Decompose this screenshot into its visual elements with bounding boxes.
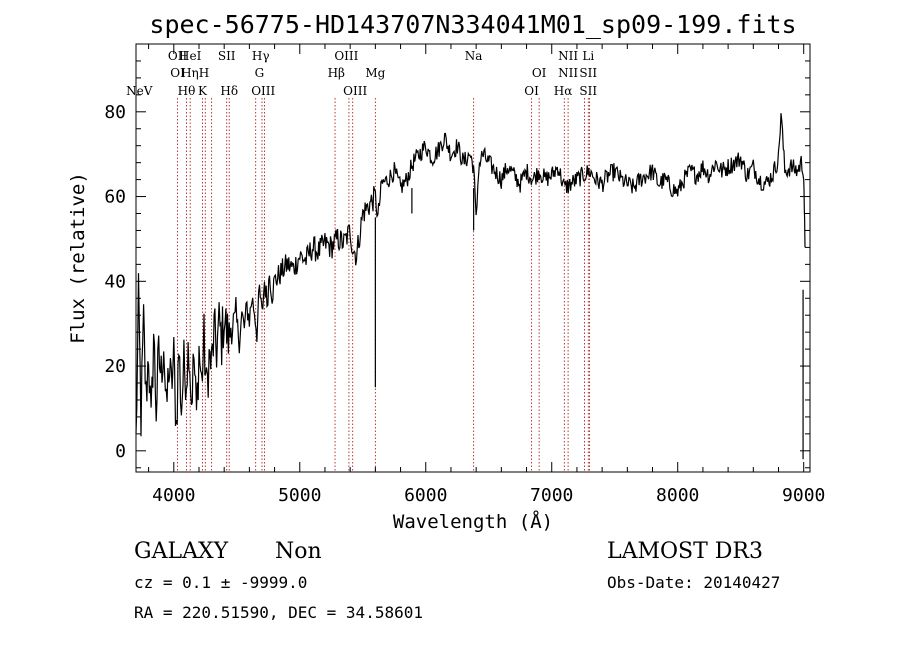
spectral-line-label: NII bbox=[558, 66, 578, 80]
spectral-line-label: NeV bbox=[126, 84, 153, 98]
spectrum-series-line bbox=[135, 113, 806, 437]
x-axis-label: Wavelength (Å) bbox=[393, 510, 553, 533]
object-subclass: Non bbox=[275, 539, 322, 564]
spectral-line-label: OIII bbox=[251, 84, 275, 98]
spectral-line-label: NII bbox=[558, 49, 578, 63]
x-tick-label: 4000 bbox=[152, 485, 195, 506]
spectral-line-label: Hδ bbox=[220, 84, 238, 98]
y-tick-label: 0 bbox=[115, 441, 126, 462]
spectral-line-label: OII bbox=[168, 49, 188, 63]
object-class: GALAXY bbox=[134, 539, 229, 564]
spectral-line-label: OI bbox=[170, 66, 185, 80]
spectral-line-label: SII bbox=[218, 49, 236, 63]
spectral-line-label: Na bbox=[465, 49, 483, 63]
y-tick-label: 20 bbox=[104, 356, 126, 377]
spectral-line-label: H bbox=[199, 66, 209, 80]
x-tick-label: 7000 bbox=[530, 485, 573, 506]
x-tick-label: 8000 bbox=[656, 485, 699, 506]
x-tick-label: 6000 bbox=[404, 485, 447, 506]
chart-title: spec-56775-HD143707N334041M01_sp09-199.f… bbox=[149, 10, 796, 39]
y-axis-label: Flux (relative) bbox=[67, 172, 89, 344]
spectral-line-label: OI bbox=[532, 66, 547, 80]
spectral-line-label: SII bbox=[579, 84, 597, 98]
spectral-line-label: Mg bbox=[365, 66, 385, 80]
cz-value: cz = 0.1 ± -9999.0 bbox=[134, 573, 307, 592]
spectral-line-label: G bbox=[255, 66, 265, 80]
spectral-line-label: Hθ bbox=[178, 84, 196, 98]
x-tick-label: 5000 bbox=[278, 485, 321, 506]
observation-date: Obs-Date: 20140427 bbox=[607, 573, 780, 592]
plot-area bbox=[135, 113, 806, 460]
y-axis-ticks: 0 20 40 60 80 bbox=[104, 60, 810, 469]
spectral-line-label: Hη bbox=[181, 66, 199, 80]
spectral-line-label: Hγ bbox=[252, 49, 270, 63]
y-tick-label: 80 bbox=[104, 102, 126, 123]
plot-frame bbox=[135, 43, 811, 473]
spectral-line-label: Li bbox=[582, 49, 594, 63]
spectral-line-label: OI bbox=[524, 84, 539, 98]
spectral-line-label: K bbox=[198, 84, 208, 98]
y-tick-label: 40 bbox=[104, 271, 126, 292]
spectral-line-label: SII bbox=[579, 66, 597, 80]
survey-name: LAMOST DR3 bbox=[607, 539, 763, 564]
y-tick-label: 60 bbox=[104, 187, 126, 208]
spectral-line-label: OIII bbox=[343, 84, 367, 98]
x-tick-label: 9000 bbox=[782, 485, 825, 506]
spectral-line-label: OIII bbox=[334, 49, 358, 63]
spectral-line-markers bbox=[177, 98, 590, 472]
spectral-line-label: Hα bbox=[554, 84, 573, 98]
x-axis-ticks: 4000 5000 6000 7000 8000 9000 bbox=[148, 44, 825, 506]
spectral-line-labels: NeV OII OI Hθ HeI Hη KH SII Hδ Hγ G OIII OIII Hβ OIII M… bbox=[126, 49, 597, 98]
spectral-line-label: HeI bbox=[179, 49, 202, 63]
spectral-line-label: Hβ bbox=[328, 66, 345, 80]
ra-dec-coordinates: RA = 220.51590, DEC = 34.58601 bbox=[134, 603, 423, 622]
